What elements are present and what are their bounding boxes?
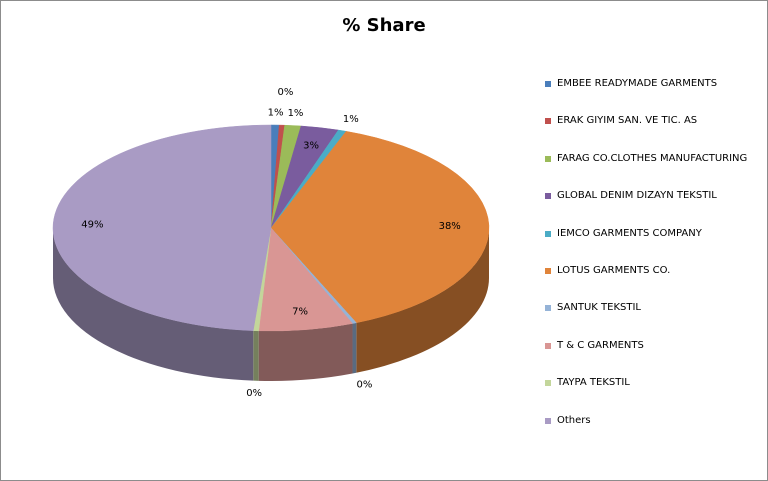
legend-item: ERAK GIYIM SAN. VE TIC. AS	[545, 114, 760, 151]
data-label: 1%	[268, 108, 284, 119]
legend-item: EMBEE READYMADE GARMENTS	[545, 77, 760, 114]
slice	[270, 131, 490, 324]
legend-label: SANTUK TEKSTIL	[557, 302, 641, 314]
data-label: 38%	[439, 221, 461, 232]
data-label: 0%	[356, 380, 372, 391]
legend-label: Others	[557, 414, 591, 426]
legend-swatch	[545, 342, 551, 349]
legend-label: T & C GARMENTS	[557, 339, 644, 351]
slice-side	[352, 322, 357, 374]
legend-label: EMBEE READYMADE GARMENTS	[557, 78, 718, 89]
legend-swatch	[545, 230, 551, 237]
legend-item: FARAG CO.CLOTHES MANUFACTURING	[545, 152, 760, 189]
data-label: 7%	[292, 306, 308, 317]
legend-label: TAYPA TEKSTIL	[557, 377, 630, 389]
legend: EMBEE READYMADE GARMENTS ERAK GIYIM SAN. …	[545, 77, 760, 451]
slice	[52, 124, 272, 331]
data-label: 49%	[81, 220, 103, 231]
legend-swatch	[545, 81, 551, 87]
slice-side	[53, 228, 254, 381]
legend-item: GLOBAL DENIM DIZAYN TEKSTIL	[545, 189, 760, 226]
legend-label: IEMCO GARMENTS COMPANY	[557, 227, 702, 239]
data-label: 1%	[288, 108, 304, 119]
legend-swatch	[545, 380, 551, 387]
legend-label: GLOBAL DENIM DIZAYN TEKSTIL	[557, 190, 717, 202]
legend-swatch	[545, 305, 551, 312]
legend-item: Others	[545, 414, 760, 451]
legend-item: LOTUS GARMENTS CO.	[545, 264, 760, 301]
chart-title: % Share	[342, 15, 425, 36]
legend-swatch	[545, 267, 551, 274]
data-label: 3%	[303, 141, 319, 152]
slice-side	[258, 323, 353, 381]
legend-item: IEMCO GARMENTS COMPANY	[545, 227, 760, 264]
legend-item: TAYPA TEKSTIL	[545, 376, 760, 413]
legend-swatch	[545, 417, 551, 424]
legend-swatch	[545, 118, 551, 125]
legend-label: LOTUS GARMENTS CO.	[557, 264, 671, 276]
legend-label: FARAG CO.CLOTHES MANUFACTURING	[557, 152, 748, 164]
data-label: 1%	[343, 114, 359, 125]
legend-swatch	[545, 155, 551, 162]
legend-swatch	[545, 193, 551, 200]
legend-label: ERAK GIYIM SAN. VE TIC. AS	[557, 115, 698, 127]
data-label: 0%	[278, 87, 294, 98]
data-label: 0%	[246, 388, 262, 399]
slice-side	[356, 228, 489, 373]
legend-item: SANTUK TEKSTIL	[545, 301, 760, 338]
legend-item: T & C GARMENTS	[545, 339, 760, 376]
slice-side	[253, 330, 259, 381]
